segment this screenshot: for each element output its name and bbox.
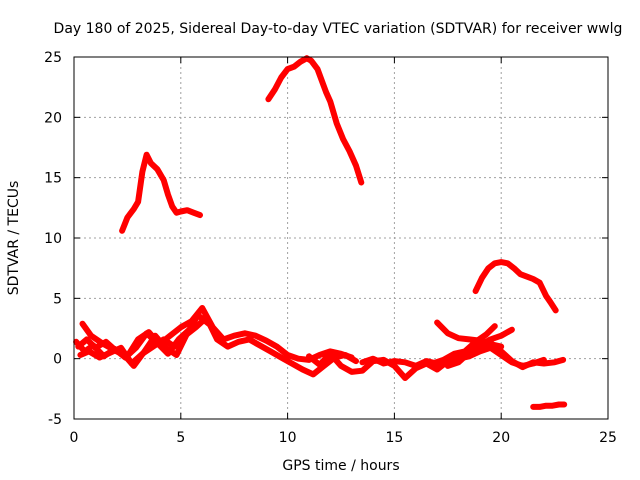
series-arc-5: [77, 314, 359, 378]
series-arc-2: [265, 55, 365, 186]
y-tick-label: 0: [53, 352, 62, 368]
series-arc-9: [359, 344, 547, 369]
x-tick-label: 5: [176, 430, 185, 446]
x-tick-label: 15: [385, 430, 403, 446]
x-tick-label: 0: [70, 430, 79, 446]
series-arc-12: [434, 319, 505, 350]
x-axis: 0 5 10 15 20 25: [70, 57, 617, 446]
y-tick-label: -5: [48, 412, 62, 428]
y-tick-label: 10: [44, 231, 62, 247]
x-tick-label: 10: [279, 430, 297, 446]
y-tick-label: 20: [44, 110, 62, 126]
series-arc-11: [444, 326, 515, 369]
x-tick-label: 20: [492, 430, 510, 446]
series-arc-7: [73, 326, 193, 361]
y-axis: -5 0 5 10 15 20 25: [44, 50, 608, 428]
y-tick-label: 5: [53, 291, 62, 307]
y-tick-label: 15: [44, 171, 62, 187]
chart-title: Day 180 of 2025, Sidereal Day-to-day VTE…: [54, 21, 623, 37]
y-axis-label: SDTVAR / TECUs: [6, 181, 22, 296]
series-group: [73, 55, 568, 410]
y-tick-label: 25: [44, 50, 62, 66]
x-tick-label: 25: [599, 430, 617, 446]
series-arc-3: [472, 259, 559, 314]
x-axis-label: GPS time / hours: [282, 458, 399, 474]
series-arc-10: [429, 323, 498, 367]
series-arc-13: [530, 401, 568, 410]
series-arc-1: [119, 151, 203, 234]
